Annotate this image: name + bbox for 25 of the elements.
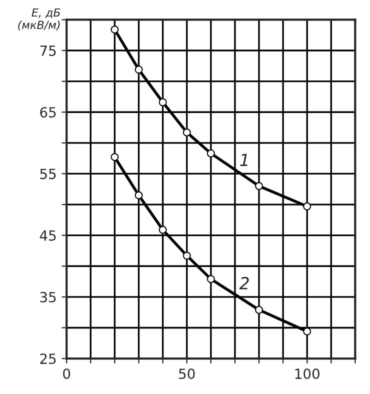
point: [303, 202, 312, 210]
point: [110, 153, 119, 162]
y-tick-label: 55: [40, 168, 56, 180]
x-tick-label: 0: [63, 368, 70, 380]
point: [255, 306, 263, 314]
point: [110, 26, 119, 34]
point: [158, 226, 167, 234]
y-tick-label: 75: [40, 46, 56, 56]
point: [206, 275, 215, 284]
y-tick-label: 45: [40, 230, 56, 241]
point: [206, 149, 215, 158]
y-tick-label: 25: [40, 354, 56, 364]
point: [134, 66, 143, 74]
point: [158, 98, 167, 106]
annotation: 1: [240, 154, 248, 166]
point: [134, 191, 143, 200]
x-tick-label: 100: [295, 368, 320, 380]
point: [255, 182, 263, 190]
x-tick-label: 50: [179, 368, 195, 380]
point: [182, 252, 191, 260]
point: [182, 128, 191, 136]
y-axis-title: Е, дБ (мкВ/м): [18, 8, 60, 30]
y-tick-label: 65: [40, 107, 56, 118]
annotation: 2: [239, 276, 249, 290]
y-tick-label: 35: [40, 292, 56, 302]
